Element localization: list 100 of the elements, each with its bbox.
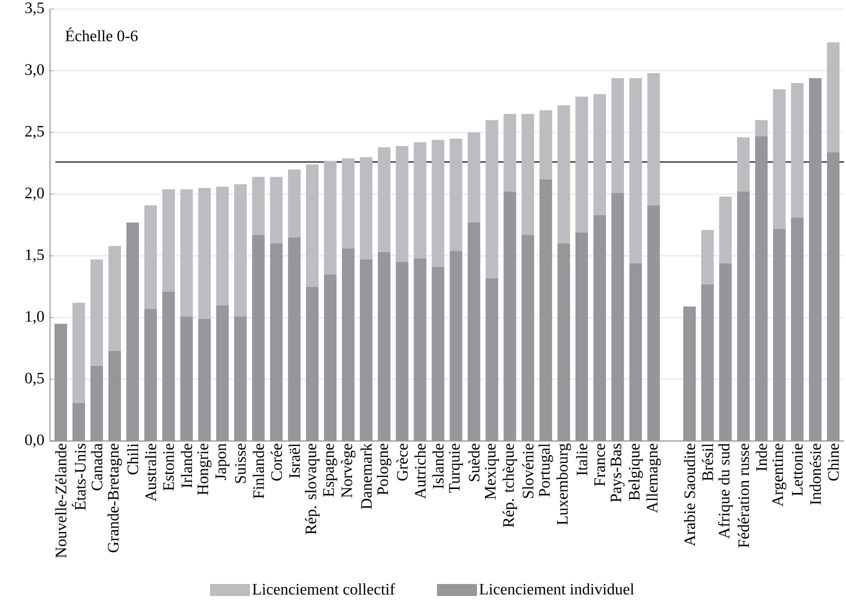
x-tick-label: Turquie: [449, 444, 463, 493]
x-tick-label: Norvège: [340, 444, 356, 498]
x-tick-label: Hongrie: [198, 444, 212, 495]
bar: [72, 402, 86, 441]
y-tick-label: 1,0: [26, 311, 44, 324]
bar: [755, 120, 768, 136]
bar: [432, 266, 444, 441]
bar: [629, 78, 642, 264]
bar: [234, 316, 247, 441]
bar: [252, 176, 265, 235]
legend-label: Licenciement individuel: [479, 583, 634, 595]
x-tick-label: Estonie: [163, 444, 174, 491]
x-tick-label: Mexique: [484, 444, 499, 500]
bar: [522, 234, 534, 441]
bar: [773, 89, 786, 229]
x-tick-label: Nouvelle-Zélande: [55, 444, 66, 558]
bar: [162, 292, 175, 441]
x-tick-label: Argentine: [772, 444, 786, 506]
x-tick-label: Afrique du sud: [718, 443, 733, 539]
x-tick-label: Israël: [288, 444, 300, 478]
x-tick-label: Brésil: [702, 444, 714, 481]
bar: [72, 302, 86, 403]
bar: [504, 192, 516, 441]
bar: [504, 114, 516, 192]
bar: [306, 164, 319, 287]
bar: [342, 158, 354, 248]
bar: [108, 246, 121, 351]
bar: [575, 96, 588, 232]
y-tick-label: 1,5: [26, 249, 44, 262]
bar: [378, 252, 390, 441]
bar: [108, 350, 121, 441]
x-tick-label: Allemagne: [646, 444, 661, 513]
bar: [234, 184, 247, 316]
bar: [486, 120, 498, 278]
x-tick-label: Portugal: [538, 444, 554, 497]
bar: [396, 262, 408, 441]
bar: [360, 260, 372, 441]
bar: [701, 230, 714, 284]
y-tick-label: 3,0: [25, 64, 44, 78]
bar: [216, 305, 229, 441]
bar: [486, 278, 498, 441]
bar: [647, 205, 660, 441]
bar: [216, 186, 229, 306]
y-tick-label: 2,5: [25, 126, 44, 139]
bar: [270, 244, 283, 441]
x-tick-label: Autriche: [414, 444, 426, 499]
x-tick-label: Rép. slovaque: [305, 444, 320, 534]
bar: [450, 138, 462, 251]
x-tick-label: Grèce: [396, 444, 408, 481]
x-tick-label: États-Unis: [72, 444, 86, 510]
bar: [414, 258, 426, 441]
x-tick-label: Espagne: [323, 444, 338, 497]
x-tick-label: Fédération russe: [738, 444, 750, 548]
x-tick-label: Rép. tchèque: [502, 444, 518, 528]
bar: [252, 234, 265, 441]
y-tick-label: 3,5: [25, 2, 44, 16]
x-tick-label: Chine: [828, 444, 839, 481]
x-tick-label: Chili: [127, 443, 138, 474]
bar: [468, 222, 480, 441]
bar: [378, 147, 390, 252]
bar: [773, 228, 786, 441]
bar: [180, 316, 193, 441]
x-tick-label: Islande: [432, 444, 444, 489]
x-tick-label: Italie: [576, 444, 588, 476]
bar: [54, 324, 68, 441]
bar: [593, 94, 606, 216]
x-tick-label: Finlande: [252, 444, 264, 499]
x-tick-label: Grande-Bretagne: [107, 444, 122, 552]
bar: [557, 244, 570, 441]
x-tick-label: Belgique: [628, 444, 643, 500]
bar: [270, 176, 283, 244]
bar: [755, 136, 768, 441]
x-tick-label: Danemark: [360, 443, 372, 510]
x-tick-label: Japon: [216, 443, 230, 480]
bar: [162, 189, 175, 292]
bar: [468, 132, 480, 223]
bar: [360, 157, 372, 260]
bar: [198, 188, 211, 319]
x-tick-label: France: [594, 444, 605, 486]
bar: [432, 140, 444, 267]
bar: [288, 169, 301, 238]
bar: [575, 232, 588, 441]
bar: [737, 137, 750, 192]
bar: [808, 78, 822, 441]
bar: [342, 248, 354, 441]
bar: [540, 179, 552, 441]
bar: [306, 286, 319, 441]
x-tick-label: Australie: [144, 444, 156, 502]
x-tick-label: Suède: [468, 444, 480, 482]
x-tick-label: Corée: [270, 444, 282, 481]
bar: [791, 218, 804, 441]
bar: [701, 284, 714, 441]
bar: [90, 366, 103, 441]
bar: [324, 274, 337, 441]
bar: [540, 110, 552, 180]
x-tick-label: Slovénie: [522, 444, 534, 498]
x-tick-label: Pologne: [376, 444, 392, 495]
bar: [737, 192, 750, 441]
bar: [611, 192, 624, 441]
bar: [791, 83, 804, 218]
